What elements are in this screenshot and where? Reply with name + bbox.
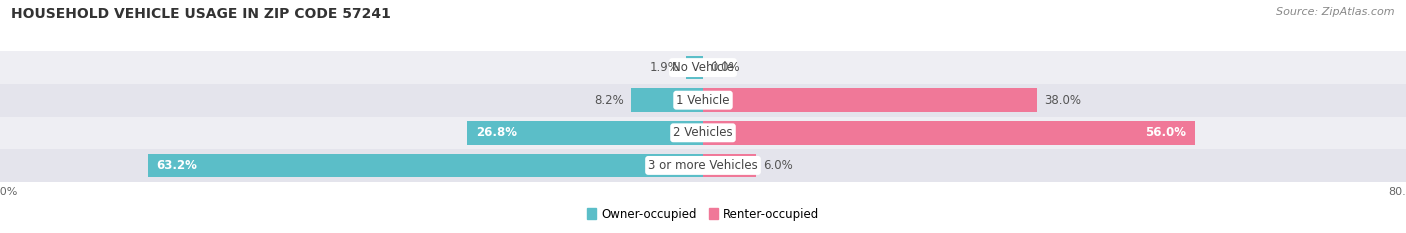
Bar: [0, 84, 1406, 116]
Text: 63.2%: 63.2%: [156, 159, 197, 172]
Text: 1 Vehicle: 1 Vehicle: [676, 94, 730, 107]
Text: Source: ZipAtlas.com: Source: ZipAtlas.com: [1277, 7, 1395, 17]
Text: 56.0%: 56.0%: [1146, 126, 1187, 139]
Text: 2 Vehicles: 2 Vehicles: [673, 126, 733, 139]
Legend: Owner-occupied, Renter-occupied: Owner-occupied, Renter-occupied: [582, 203, 824, 225]
Bar: [703, 121, 1195, 144]
Text: 26.8%: 26.8%: [477, 126, 517, 139]
Text: 1.9%: 1.9%: [650, 61, 679, 74]
Bar: [0, 149, 1406, 182]
Text: HOUSEHOLD VEHICLE USAGE IN ZIP CODE 57241: HOUSEHOLD VEHICLE USAGE IN ZIP CODE 5724…: [11, 7, 391, 21]
Bar: [0, 51, 1406, 84]
Bar: [0, 116, 1406, 149]
Bar: [703, 154, 756, 177]
Bar: [703, 89, 1038, 112]
Text: 6.0%: 6.0%: [762, 159, 793, 172]
Bar: [467, 121, 703, 144]
Text: 0.0%: 0.0%: [710, 61, 740, 74]
Text: 3 or more Vehicles: 3 or more Vehicles: [648, 159, 758, 172]
Text: 8.2%: 8.2%: [595, 94, 624, 107]
Bar: [686, 56, 703, 79]
Bar: [148, 154, 703, 177]
Text: 38.0%: 38.0%: [1043, 94, 1081, 107]
Text: No Vehicle: No Vehicle: [672, 61, 734, 74]
Bar: [631, 89, 703, 112]
